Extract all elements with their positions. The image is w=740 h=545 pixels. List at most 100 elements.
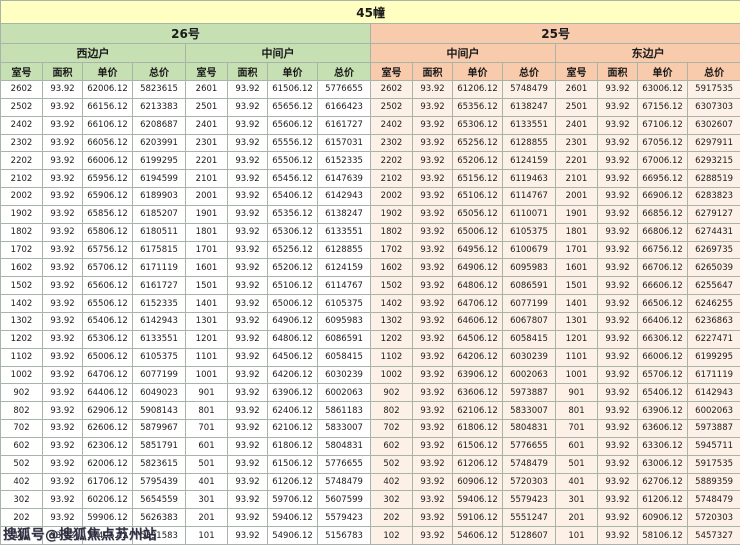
cell-price: 60906.12 — [637, 508, 688, 528]
cell-area: 93.92 — [597, 151, 638, 171]
cell-total: 5833007 — [317, 419, 371, 438]
cell-price: 66956.12 — [637, 169, 688, 189]
cell-total: 6274431 — [686, 222, 740, 242]
cell-room: 2502 — [0, 97, 43, 117]
table-row: 1602 93.92 65706.12 6171119 1601 93.92 65206.1… — [0, 258, 740, 278]
cell-price: 65406.12 — [267, 187, 318, 206]
cell-total: 6152335 — [132, 294, 186, 313]
cell-price: 65706.12 — [82, 258, 133, 278]
cell-total: 6002063 — [686, 401, 740, 421]
cell-area: 93.92 — [227, 490, 268, 510]
cell-area: 93.92 — [597, 419, 638, 438]
cell-price: 65206.12 — [267, 258, 318, 278]
cell-price: 62606.12 — [82, 419, 133, 438]
cell-total: 6086591 — [502, 276, 556, 296]
cell-room: 902 — [370, 383, 413, 403]
column-header-room: 室号 — [555, 62, 598, 81]
cell-total: 5391583 — [132, 526, 186, 545]
cell-price: 57406.12 — [82, 526, 133, 545]
table-row: 1102 93.92 65006.12 6105375 1101 93.92 64506.1… — [0, 347, 740, 367]
cell-room: 2402 — [370, 115, 413, 135]
cell-area: 93.92 — [597, 258, 638, 278]
cell-area: 93.92 — [597, 115, 638, 135]
cell-room: 801 — [185, 401, 228, 421]
cell-price: 63606.12 — [637, 419, 688, 438]
unit-type-east: 东边户 — [554, 43, 740, 63]
cell-price: 64706.12 — [452, 294, 503, 313]
cell-room: 2501 — [185, 97, 228, 117]
cell-price: 65106.12 — [267, 276, 318, 296]
cell-price: 65006.12 — [452, 222, 503, 242]
cell-room: 2102 — [0, 169, 43, 189]
cell-area: 93.92 — [42, 311, 83, 331]
cell-area: 93.92 — [42, 115, 83, 135]
cell-room: 2202 — [370, 151, 413, 171]
title-row: 45幢 — [0, 0, 740, 24]
cell-total: 6199295 — [132, 151, 186, 171]
cell-area: 93.92 — [597, 490, 638, 510]
cell-area: 93.92 — [412, 276, 453, 296]
cell-total: 5804831 — [502, 419, 556, 438]
cell-room: 2002 — [0, 187, 43, 206]
cell-area: 93.92 — [412, 187, 453, 206]
cell-price: 62006.12 — [82, 454, 133, 474]
cell-area: 93.92 — [227, 97, 268, 117]
cell-total: 5889359 — [686, 472, 740, 492]
column-header-area: 面积 — [227, 62, 268, 81]
cell-area: 93.92 — [42, 383, 83, 403]
unit-type-west: 西边户 — [0, 43, 186, 63]
cell-price: 63006.12 — [637, 454, 688, 474]
cell-price: 63006.12 — [637, 80, 688, 99]
cell-area: 93.92 — [412, 365, 453, 385]
cell-total: 6213383 — [132, 97, 186, 117]
cell-price: 65756.12 — [82, 240, 133, 260]
cell-price: 66906.12 — [637, 187, 688, 206]
column-header-unit-price: 单价 — [82, 62, 133, 81]
cell-total: 6105375 — [502, 222, 556, 242]
cell-room: 201 — [185, 508, 228, 528]
cell-room: 501 — [555, 454, 598, 474]
cell-price: 65306.12 — [267, 222, 318, 242]
cell-area: 93.92 — [42, 347, 83, 367]
cell-area: 93.92 — [597, 222, 638, 242]
cell-room: 1902 — [0, 204, 43, 224]
cell-room: 1002 — [370, 365, 413, 385]
cell-area: 93.92 — [227, 526, 268, 545]
cell-room: 2201 — [185, 151, 228, 171]
cell-total: 5579423 — [317, 508, 371, 528]
cell-room: 2201 — [555, 151, 598, 171]
cell-area: 93.92 — [412, 97, 453, 117]
table-row: 2402 93.92 66106.12 6208687 2401 93.92 65606.1… — [0, 115, 740, 135]
cell-area: 93.92 — [597, 401, 638, 421]
cell-total: 6095983 — [317, 311, 371, 331]
cell-room: 1902 — [370, 204, 413, 224]
cell-price: 64806.12 — [267, 329, 318, 349]
cell-room: 1602 — [370, 258, 413, 278]
cell-total: 6171119 — [686, 365, 740, 385]
cell-area: 93.92 — [412, 347, 453, 367]
cell-price: 54606.12 — [452, 526, 503, 545]
table-row: 2102 93.92 65956.12 6194599 2101 93.92 65456.1… — [0, 169, 740, 189]
cell-price: 65806.12 — [82, 222, 133, 242]
table-row: 2202 93.92 66006.12 6199295 2201 93.92 65506.1… — [0, 151, 740, 171]
table-row: 1902 93.92 65856.12 6185207 1901 93.92 65356.1… — [0, 204, 740, 224]
cell-room: 1702 — [370, 240, 413, 260]
cell-total: 6185207 — [132, 204, 186, 224]
cell-area: 93.92 — [227, 436, 268, 456]
cell-total: 6058415 — [502, 329, 556, 349]
cell-total: 6227471 — [686, 329, 740, 349]
column-header-total-price: 总价 — [686, 62, 740, 81]
cell-area: 93.92 — [42, 454, 83, 474]
column-header-total-price: 总价 — [502, 62, 556, 81]
table-row: 302 93.92 60206.12 5654559 301 93.92 59706.12 5… — [0, 490, 740, 510]
cell-price: 65256.12 — [452, 133, 503, 153]
cell-price: 62306.12 — [82, 436, 133, 456]
cell-area: 93.92 — [227, 508, 268, 528]
cell-total: 6236863 — [686, 311, 740, 331]
cell-price: 66856.12 — [637, 204, 688, 224]
cell-price: 59906.12 — [82, 508, 133, 528]
cell-price: 66806.12 — [637, 222, 688, 242]
cell-room: 1701 — [555, 240, 598, 260]
cell-area: 93.92 — [42, 133, 83, 153]
cell-total: 6269735 — [686, 240, 740, 260]
